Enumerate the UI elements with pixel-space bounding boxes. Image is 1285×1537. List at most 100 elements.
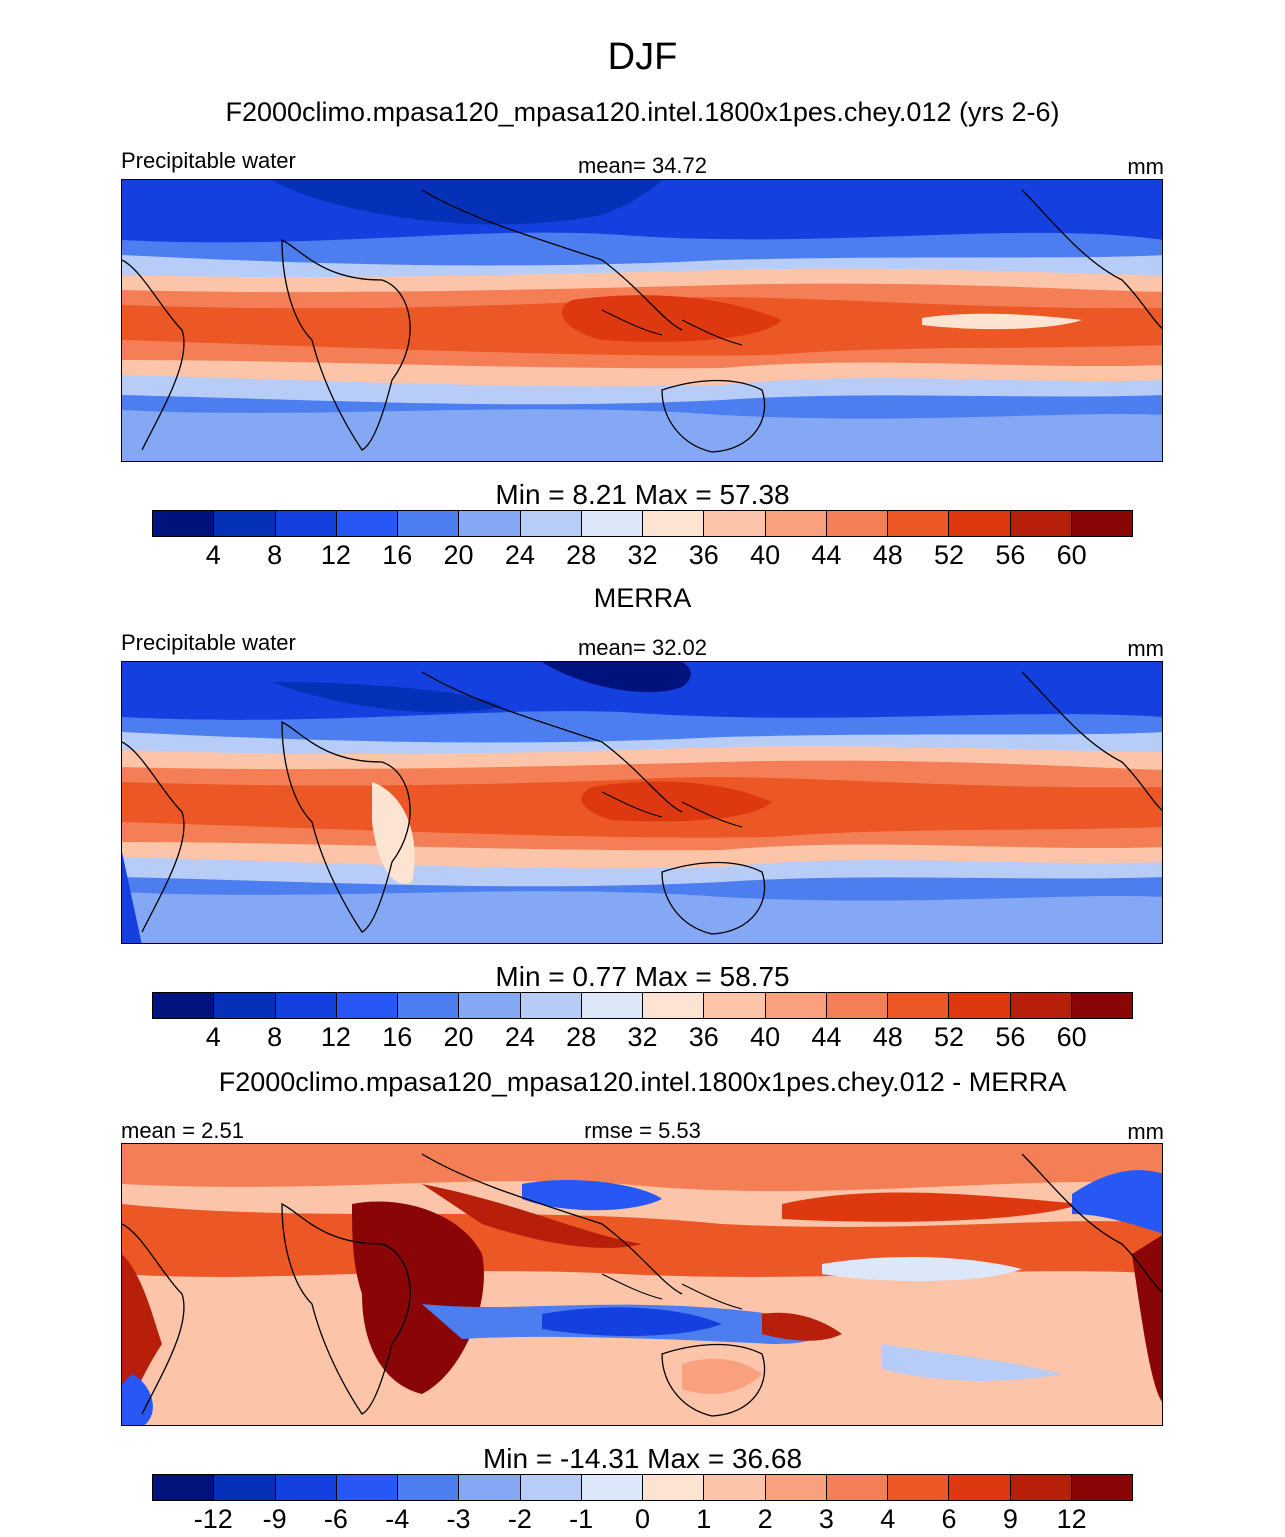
colorbar-tick-label: 32 [627, 540, 658, 570]
panel-3-colorbar [152, 1474, 1133, 1501]
colorbar-tick-label: 60 [1056, 1022, 1087, 1052]
colorbar-swatch [888, 1475, 950, 1500]
colorbar-tick-label: 0 [634, 1504, 651, 1534]
colorbar-tick-label: -9 [262, 1504, 287, 1534]
colorbar-swatch [459, 511, 521, 536]
colorbar-tick-label: -2 [507, 1504, 532, 1534]
colorbar-tick-label: 56 [995, 540, 1026, 570]
colorbar-swatch [765, 511, 827, 536]
colorbar-swatch [826, 511, 888, 536]
colorbar-tick-label: 52 [934, 540, 965, 570]
colorbar-tick-label: 9 [1002, 1504, 1018, 1534]
colorbar-tick-label: 24 [504, 540, 535, 570]
colorbar-swatch [275, 511, 337, 536]
colorbar-swatch [520, 993, 582, 1018]
colorbar-swatch [949, 511, 1011, 536]
colorbar-tick-label: 1 [696, 1504, 712, 1534]
panel-2-mean-label: mean= 32.02 [577, 635, 708, 660]
colorbar-swatch [1071, 1475, 1132, 1500]
colorbar-swatch [153, 511, 215, 536]
colorbar-tick-label: -4 [385, 1504, 410, 1534]
colorbar-tick-label: 36 [688, 540, 719, 570]
colorbar-tick-label: 60 [1056, 540, 1087, 570]
colorbar-swatch [643, 1475, 705, 1500]
panel-3-mean-label: mean = 2.51 [121, 1118, 244, 1143]
colorbar-swatch [398, 1475, 460, 1500]
panel-2-title: MERRA [593, 583, 692, 613]
colorbar-swatch [520, 1475, 582, 1500]
panel-2-colorbar [152, 992, 1133, 1019]
colorbar-swatch [765, 993, 827, 1018]
colorbar-swatch [275, 993, 337, 1018]
colorbar-tick-label: 16 [382, 540, 413, 570]
colorbar-tick-label: 12 [320, 540, 351, 570]
colorbar-tick-label: 20 [443, 540, 474, 570]
colorbar-tick-label: 16 [382, 1022, 413, 1052]
colorbar-swatch [704, 511, 766, 536]
colorbar-tick-label: 2 [757, 1504, 773, 1534]
panel-2-units: mm [1127, 636, 1164, 661]
colorbar-tick-label: 4 [205, 1022, 221, 1052]
figure-title: DJF [607, 36, 678, 78]
colorbar-swatch [153, 1475, 215, 1500]
colorbar-tick-label: 8 [267, 1022, 283, 1052]
colorbar-tick-label: 20 [443, 1022, 474, 1052]
colorbar-swatch [888, 993, 950, 1018]
colorbar-tick-label: 24 [504, 1022, 535, 1052]
panel-3-minmax: Min = -14.31 Max = 36.68 [482, 1443, 803, 1474]
colorbar-tick-label: 44 [811, 1022, 842, 1052]
colorbar-tick-label: 56 [995, 1022, 1026, 1052]
colorbar-swatch [1010, 993, 1072, 1018]
colorbar-tick-label: 52 [934, 1022, 965, 1052]
colorbar-swatch [214, 1475, 276, 1500]
colorbar-tick-label: 12 [1056, 1504, 1087, 1534]
colorbar-tick-label: 48 [872, 540, 903, 570]
colorbar-swatch [1010, 1475, 1072, 1500]
colorbar-swatch [1010, 511, 1072, 536]
colorbar-swatch [643, 511, 705, 536]
colorbar-tick-label: -6 [323, 1504, 348, 1534]
colorbar-swatch [826, 1475, 888, 1500]
colorbar-swatch [398, 511, 460, 536]
panel-2-map-svg [122, 662, 1162, 943]
panel-2-colorbar-ticks: 4 8 12 16 20 24 28 32 36 40 44 48 52 56 60 [152, 1022, 1133, 1052]
colorbar-tick-label: 28 [566, 540, 597, 570]
colorbar-tick-label: 40 [750, 540, 781, 570]
colorbar-swatch [520, 511, 582, 536]
panel-1-variable-label: Precipitable water [121, 148, 296, 173]
colorbar-swatch [581, 1475, 643, 1500]
colorbar-tick-label: -3 [446, 1504, 471, 1534]
colorbar-tick-label: -12 [193, 1504, 233, 1534]
colorbar-tick-label: 36 [688, 1022, 719, 1052]
colorbar-swatch [336, 1475, 398, 1500]
colorbar-swatch [459, 993, 521, 1018]
panel-3-map-svg [122, 1144, 1162, 1425]
colorbar-swatch [214, 993, 276, 1018]
colorbar-swatch [949, 1475, 1011, 1500]
panel-1-minmax: Min = 8.21 Max = 57.38 [495, 479, 790, 510]
colorbar-swatch [275, 1475, 337, 1500]
colorbar-tick-label: -1 [569, 1504, 594, 1534]
panel-3-map [121, 1143, 1163, 1426]
colorbar-swatch [888, 511, 950, 536]
colorbar-swatch [765, 1475, 827, 1500]
colorbar-swatch [398, 993, 460, 1018]
colorbar-tick-label: 12 [320, 1022, 351, 1052]
panel-3-units: mm [1127, 1119, 1164, 1144]
colorbar-tick-label: 32 [627, 1022, 658, 1052]
colorbar-swatch [153, 993, 215, 1018]
panel-3-title: F2000climo.mpasa120_mpasa120.intel.1800x… [218, 1067, 1067, 1097]
panel-1-mean-label: mean= 34.72 [577, 153, 708, 178]
colorbar-swatch [704, 1475, 766, 1500]
colorbar-swatch [949, 993, 1011, 1018]
colorbar-swatch [336, 993, 398, 1018]
colorbar-tick-label: 3 [818, 1504, 834, 1534]
panel-1-title: F2000climo.mpasa120_mpasa120.intel.1800x… [225, 97, 1060, 127]
colorbar-swatch [336, 511, 398, 536]
colorbar-tick-label: 44 [811, 540, 842, 570]
colorbar-tick-label: 6 [941, 1504, 957, 1534]
colorbar-swatch [581, 993, 643, 1018]
colorbar-swatch [1071, 511, 1132, 536]
panel-1-map-svg [122, 180, 1162, 461]
panel-1-colorbar-ticks: 4 8 12 16 20 24 28 32 36 40 44 48 52 56 60 [152, 540, 1133, 570]
